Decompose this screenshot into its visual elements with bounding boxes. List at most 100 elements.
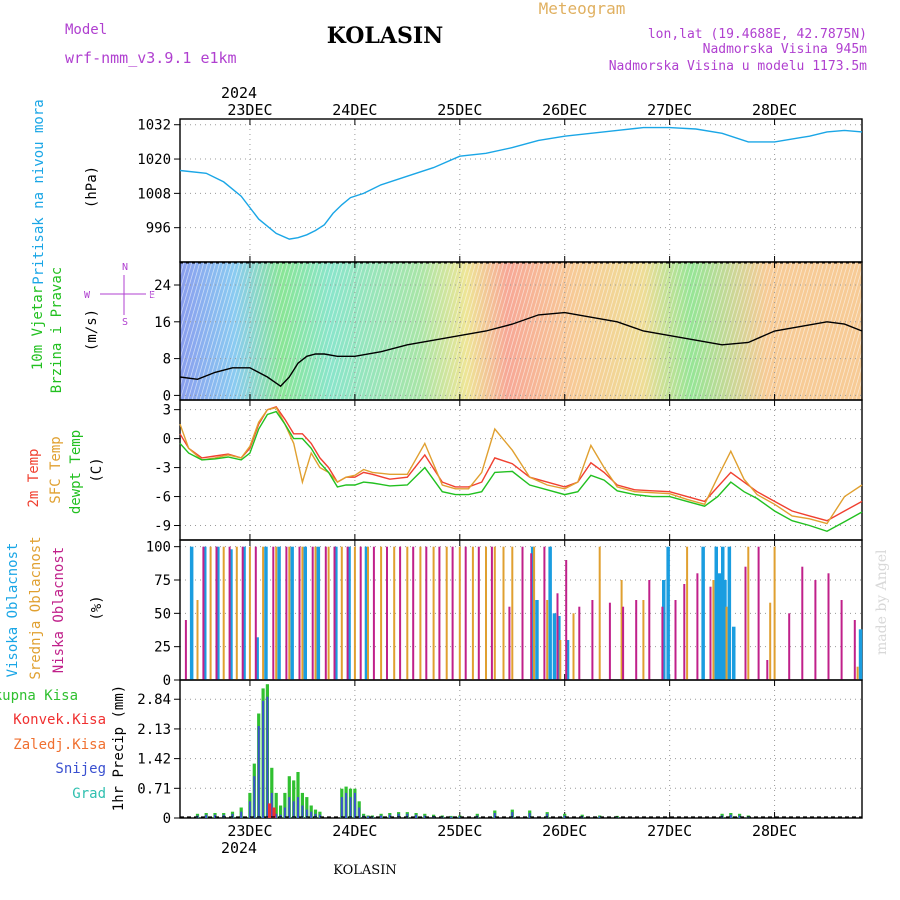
day-label-bottom: 27DEC [647,822,692,840]
wind-barb-stroke [247,261,289,401]
wind-barb-stroke [123,261,165,401]
precip-bar [406,813,409,818]
wind-barb-stroke [719,261,761,401]
lonlat-label: lon,lat (19.4688E, 42.7875N) [648,27,867,42]
precip-bar [272,807,276,818]
wind-barb-stroke [819,261,861,401]
wind-barb-stroke [235,261,277,401]
wind-barb-stroke [627,261,669,401]
cloud-bar [662,580,666,680]
precip-bar [493,813,496,818]
day-label-bottom: 24DEC [332,822,377,840]
cloud-bar [721,546,725,680]
wind-barb-stroke [215,261,257,401]
cloud-bar [533,546,536,680]
wind-barb-stroke [207,261,249,401]
wind-barb-stroke [255,261,297,401]
sfc-temp-label: SFC Temp [48,436,64,503]
cloud-bar [683,584,686,680]
wind-barb-stroke [679,261,721,401]
precip-bar [729,814,732,818]
cloud-bar [521,546,524,680]
cloud-bar [316,546,321,680]
wind-barb-stroke [707,261,749,401]
cloud-bar [840,600,843,680]
y-tick-label: 1008 [137,186,171,202]
cloud-bar [620,580,623,680]
precip-bar [231,813,234,818]
day-label-bottom: 23DEC [227,822,272,840]
precip-bar [367,816,369,818]
y-tick-label: 1020 [137,152,171,168]
wind-barb-stroke [595,261,637,401]
wind-barb-stroke [539,261,581,401]
precip-bar [310,811,313,818]
cloud-bar [814,580,817,680]
wind-barb-stroke [119,261,161,401]
wind-barb-stroke [179,261,221,401]
wind-barb-stroke [459,261,501,401]
precip-bar [511,812,514,818]
temperature-panel: -9 -6 -3 0 3 [154,399,863,541]
wind-barb-stroke [443,261,485,401]
wind-barb-stroke [803,261,845,401]
cloud-bar [714,546,718,680]
cloud-bar [801,566,804,680]
precip-bar [388,814,391,818]
precip-bar [268,803,272,818]
cloud-bar [769,602,772,680]
cloud-bar [502,546,505,680]
precip-bar [415,814,418,818]
wind-barb-stroke [851,261,893,401]
wind-barb-stroke [787,261,829,401]
cloud-bar [557,616,561,680]
wind-barb-stroke [479,261,521,401]
wind-barb-stroke [483,261,525,401]
wind-barb-stroke [367,261,409,401]
wind-barb-stroke [739,261,781,401]
wind-barb-stroke [435,261,477,401]
y-tick-label: 0.71 [137,781,171,797]
wind-barb-stroke [507,261,549,401]
precip-bar [546,813,549,818]
wind-barb-stroke [515,261,557,401]
cloud-bar [856,666,859,680]
cloud-bar [723,580,727,680]
wind-barb-stroke [307,261,349,401]
wind-barb-stroke [447,261,489,401]
wind-barb-stroke [499,261,541,401]
cloud-bar [303,546,307,680]
cloud-bar [438,546,441,680]
precip-bar [353,792,356,818]
wind-barb-stroke [415,261,457,401]
cloud-bar [511,546,514,680]
wind-barb-stroke [327,261,369,401]
cloud-bar [642,600,645,680]
y-tick-label: 2.84 [137,692,171,708]
cloud-bar [372,546,375,680]
precip-bar [240,811,243,818]
wind-barb-stroke [583,261,625,401]
precip-bar [340,797,343,818]
cloud-bar [262,546,265,680]
legend-hail: Grad [72,786,106,802]
cloud-bar [364,546,369,680]
pressure-frame [179,118,863,263]
cloud-bar [598,546,601,680]
cloud-bar [530,546,535,680]
wind-barb-stroke [403,261,445,401]
day-label-bottom: 26DEC [542,822,587,840]
wind-barb-stroke [155,261,197,401]
cloud-bar [228,546,231,680]
wind-barb-stroke [699,261,741,401]
precip-bar [397,813,400,818]
cloud-bar [432,546,435,680]
cloud-bar [380,546,383,680]
wind-barb-stroke [279,261,321,401]
cloud-bar [298,546,301,680]
wind-barb-stroke [743,261,785,401]
meteogram-title: Meteogram [539,0,626,18]
precip-bar [528,813,531,818]
cloud-bar [485,546,487,680]
cloud-bar [556,593,559,680]
